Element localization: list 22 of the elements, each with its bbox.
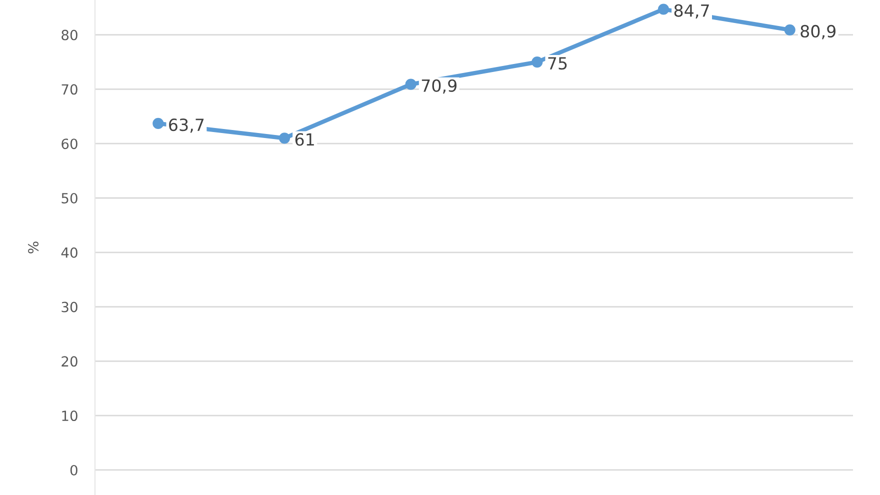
y-tick-label: 0 bbox=[70, 464, 78, 476]
point bbox=[152, 118, 164, 130]
point bbox=[784, 24, 796, 36]
y-tick-label: 80 bbox=[62, 30, 78, 40]
point bbox=[658, 4, 670, 15]
point bbox=[405, 78, 416, 90]
y-tick-label: 30 bbox=[62, 302, 78, 312]
data-label: 80,9 bbox=[800, 24, 836, 40]
point bbox=[278, 132, 290, 144]
data-label: 61 bbox=[295, 133, 314, 146]
y-tick-label: 50 bbox=[62, 192, 78, 204]
y-tick-label: 20 bbox=[62, 356, 78, 367]
point bbox=[532, 56, 543, 68]
data-label: 70,9 bbox=[422, 79, 456, 94]
y-tick-label: 10 bbox=[62, 410, 78, 422]
data-label: 63,7 bbox=[169, 118, 204, 133]
y-tick-label: 70 bbox=[62, 84, 78, 95]
y-tick-label: 40 bbox=[61, 247, 78, 258]
y-axis-title: % bbox=[28, 242, 39, 254]
data-label: 75 bbox=[548, 57, 567, 70]
y-tick-label: 60 bbox=[62, 138, 78, 150]
data-label: 84,7 bbox=[674, 4, 709, 19]
